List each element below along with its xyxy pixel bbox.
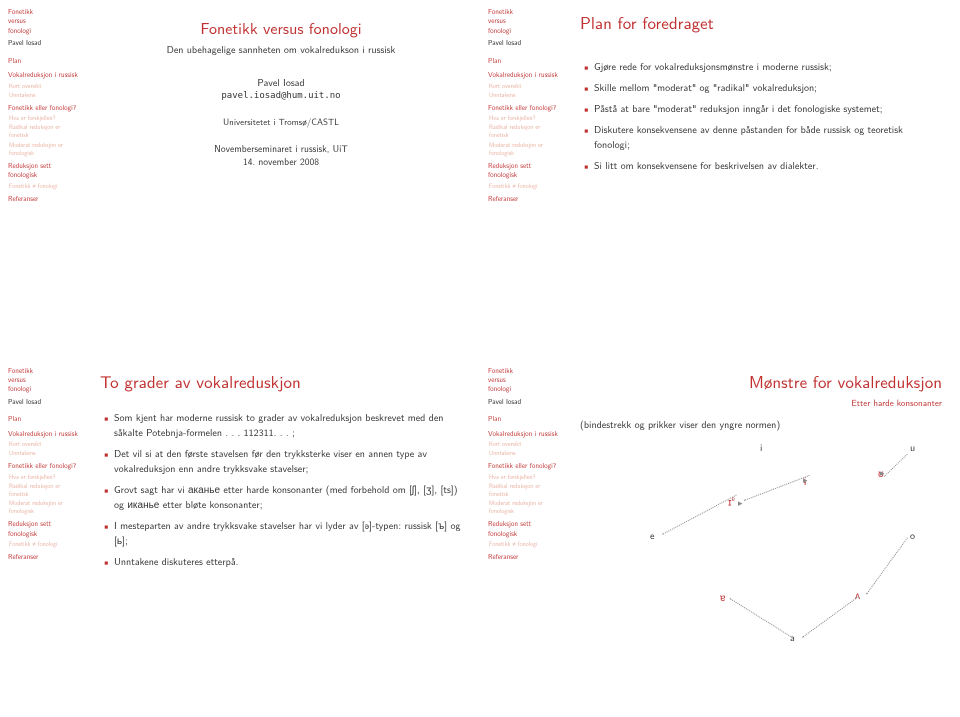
list-item: Diskutere konsekvensene av denne påstand… — [580, 122, 942, 152]
sidebar-item: Moderat reduksjon er fonologisk — [489, 499, 560, 515]
sidebar-item: Plan — [8, 415, 80, 424]
event-date: Novemberseminaret i russisk, UiT 14. nov… — [100, 142, 462, 169]
slide-plan: Fonetikk versus fonologi Pavel Iosad Plan V… — [480, 0, 960, 359]
sidebar-item: Unntakene — [9, 91, 80, 99]
sidebar-item: Fonetikk ≠ fonologi — [489, 182, 560, 190]
sidebar-item: Reduksjon sett fonologisk — [8, 520, 80, 539]
vowel-o: o — [910, 528, 915, 543]
sidebar-author: Pavel Iosad — [488, 398, 560, 407]
vowel-u: u — [910, 440, 915, 455]
sidebar-item: Fonetikk ≠ fonologi — [9, 182, 80, 190]
sidebar-item: Radikal reduksjon er fonetisk — [489, 123, 560, 139]
sidebar-item: Fonetikk ≠ fonologi — [9, 540, 80, 548]
sidebar-item: Hva er forskjellen? — [489, 114, 560, 122]
talk-subtitle: Den ubehagelige sannheten om vokalreduks… — [100, 42, 462, 57]
sidebar-item: Plan — [8, 57, 80, 66]
lead-text: (bindestrekk og prikker viser den yngre … — [580, 417, 942, 432]
sidebar-item: Referanser — [8, 553, 80, 562]
slide-title-text: Mønstre for vokalreduksjon — [580, 369, 942, 394]
sidebar-item: Radikal reduksjon er fonetisk — [9, 123, 80, 139]
bullet-list: Gjøre rede for vokalreduksjonsmønstre i … — [580, 59, 942, 173]
sidebar-item: Unntakene — [9, 449, 80, 457]
sidebar-item: Kort oversikt — [9, 82, 80, 90]
sidebar-item: Moderat reduksjon er fonologisk — [9, 141, 80, 157]
sidebar-item: Referanser — [8, 195, 80, 204]
slide-title-text: Plan for foredraget — [580, 10, 942, 35]
sidebar-item: Fonetikk eller fonologi? — [8, 104, 80, 113]
sidebar-item: Radikal reduksjon er fonetisk — [489, 482, 560, 498]
slide-title: Fonetikk versus fonologi Pavel Iosad Plan V… — [0, 0, 480, 359]
list-item: Gjøre rede for vokalreduksjonsmønstre i … — [580, 59, 942, 74]
sidebar-item: Reduksjon sett fonologisk — [8, 162, 80, 181]
sidebar-item: Unntakene — [489, 449, 560, 457]
slide-two-grades: Fonetikk versus fonologi Pavel Iosad Plan V… — [0, 359, 480, 717]
slide-title-text: To grader av vokalreduskjon — [100, 369, 462, 394]
sidebar-item: Moderat reduksjon er fonologisk — [9, 499, 80, 515]
sidebar-author: Pavel Iosad — [8, 398, 80, 407]
sidebar-item: Plan — [488, 415, 560, 424]
bullet-list: Som kjent har moderne russisk to grader … — [100, 410, 462, 569]
talk-title: Fonetikk versus fonologi — [100, 16, 462, 39]
sidebar-item: Vokalreduksjon i russisk — [488, 71, 560, 80]
sidebar-item: Kort oversikt — [489, 440, 560, 448]
sidebar-title: Fonetikk versus fonologi — [8, 367, 80, 395]
list-item: I mesteparten av andre trykksvake stavel… — [100, 518, 462, 548]
sidebar-item: Referanser — [488, 195, 560, 204]
slide-subtitle-text: Etter harde konsonanter — [580, 396, 942, 409]
author-email: pavel.iosad@hum.uit.no — [100, 91, 462, 101]
sidebar-item: Hva er forskjellen? — [9, 114, 80, 122]
sidebar: Fonetikk versus fonologi Pavel Iosad Plan V… — [8, 8, 86, 351]
sidebar-author: Pavel Iosad — [8, 39, 80, 48]
sidebar-item: Reduksjon sett fonologisk — [488, 520, 560, 539]
sidebar-item: Vokalreduksjon i russisk — [8, 71, 80, 80]
sidebar-title: Fonetikk versus fonologi — [8, 8, 80, 36]
sidebar-item: Unntakene — [489, 91, 560, 99]
list-item: Påstå at bare "moderat" reduksjon inngår… — [580, 101, 942, 116]
vowel-diagram: i u ɨ ʊ ɪe e o ɐ ʌ a ▸ ▸ ▸ — [580, 440, 920, 640]
sidebar-item: Plan — [488, 57, 560, 66]
list-item: Unntakene diskuteres etterpå. — [100, 554, 462, 569]
institution: Universitetet i Tromsø/CASTL — [100, 115, 462, 128]
sidebar-author: Pavel Iosad — [488, 39, 560, 48]
slide-patterns: Fonetikk versus fonologi Pavel Iosad Plan V… — [480, 359, 960, 717]
sidebar-item: Referanser — [488, 553, 560, 562]
list-item: Det vil si at den første stavelsen før d… — [100, 446, 462, 476]
sidebar-item: Moderat reduksjon er fonologisk — [489, 141, 560, 157]
sidebar-item: Fonetikk eller fonologi? — [488, 462, 560, 471]
title-block: Fonetikk versus fonologi Den ubehagelige… — [100, 10, 462, 169]
list-item: Si litt om konsekvensene for beskrivelse… — [580, 158, 942, 173]
sidebar-item: Hva er forskjellen? — [9, 473, 80, 481]
sidebar-item: Reduksjon sett fonologisk — [488, 162, 560, 181]
vowel-a: a — [790, 630, 795, 645]
sidebar-item: Radikal reduksjon er fonetisk — [9, 482, 80, 498]
vowel-i: i — [760, 440, 762, 455]
sidebar-item: Vokalreduksjon i russisk — [8, 430, 80, 439]
sidebar-item: Hva er forskjellen? — [489, 473, 560, 481]
sidebar: Fonetikk versus fonologi Pavel Iosad Plan V… — [488, 367, 566, 710]
sidebar-item: Kort oversikt — [489, 82, 560, 90]
sidebar-title: Fonetikk versus fonologi — [488, 8, 560, 36]
list-item: Som kjent har moderne russisk to grader … — [100, 410, 462, 440]
sidebar-item: Vokalreduksjon i russisk — [488, 430, 560, 439]
sidebar-item: Kort oversikt — [9, 440, 80, 448]
sidebar-item: Fonetikk eller fonologi? — [8, 462, 80, 471]
sidebar: Fonetikk versus fonologi Pavel Iosad Plan V… — [8, 367, 86, 710]
sidebar-item: Fonetikk ≠ fonologi — [489, 540, 560, 548]
vowel-e: e — [650, 528, 654, 543]
sidebar-item: Fonetikk eller fonologi? — [488, 104, 560, 113]
list-item: Grovt sagt har vi аканье etter harde kon… — [100, 482, 462, 512]
vowel-ae: ɐ — [720, 590, 726, 605]
sidebar-title: Fonetikk versus fonologi — [488, 367, 560, 395]
list-item: Skille mellom "moderat" og "radikal" vok… — [580, 80, 942, 95]
author-name: Pavel Iosad — [100, 75, 462, 90]
sidebar: Fonetikk versus fonologi Pavel Iosad Plan V… — [488, 8, 566, 351]
